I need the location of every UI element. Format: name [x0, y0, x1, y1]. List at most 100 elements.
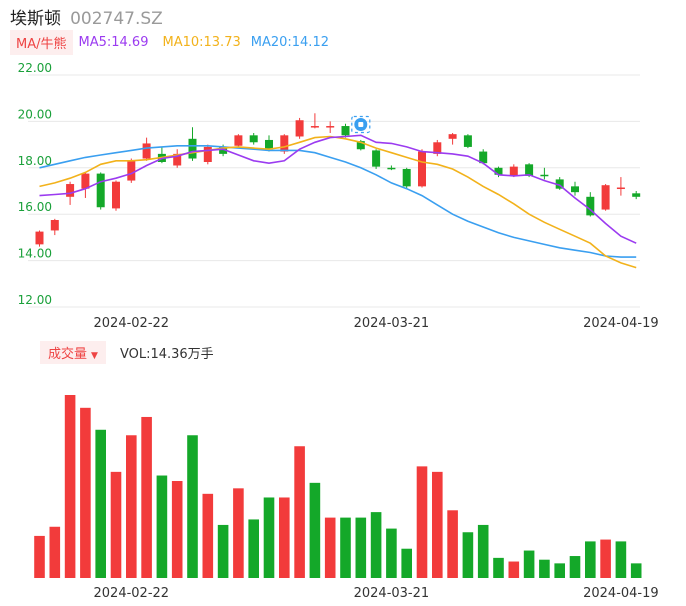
- volume-bar: [233, 488, 244, 578]
- candle: [402, 167, 411, 189]
- volume-bar: [126, 435, 137, 578]
- marker-frame: [351, 115, 371, 134]
- volume-bar: [95, 429, 106, 578]
- stock-code: 002747.SZ: [70, 9, 163, 29]
- shield-badge-icon: [351, 115, 371, 134]
- volume-value: VOL:14.36万手: [119, 346, 214, 362]
- candle-body: [372, 150, 381, 167]
- candle: [35, 230, 44, 247]
- price-candlestick-chart[interactable]: 22.00 20.00 18.00 16.00 14.00 12.00 2024-02-22…: [0, 0, 686, 340]
- volume-bar: [523, 550, 535, 578]
- volume-bar: [615, 541, 627, 578]
- candle: [509, 164, 518, 178]
- volume-bar: [447, 510, 458, 578]
- candle-body: [280, 135, 289, 152]
- candle: [418, 149, 426, 188]
- candle-body: [632, 193, 641, 197]
- ma5-label: MA5:14.69: [78, 34, 149, 50]
- x-tick-label: 2024-04-19: [583, 316, 659, 331]
- candle-body: [66, 184, 75, 197]
- candle: [81, 172, 90, 198]
- candle-body: [188, 138, 197, 159]
- y-tick-label: 18.00: [18, 154, 52, 168]
- ma10-line: [39, 135, 637, 269]
- volume-bar: [493, 557, 504, 578]
- candle: [142, 137, 151, 161]
- candle: [555, 177, 564, 190]
- candle: [157, 146, 166, 164]
- marker-glyph: [358, 122, 364, 127]
- volume-indicator-dropdown[interactable]: 成交量 ▼: [40, 340, 106, 364]
- candle: [310, 113, 319, 129]
- volume-bar: [202, 493, 214, 578]
- candle: [173, 149, 182, 168]
- ma-indicator-button[interactable]: MA/牛熊: [10, 29, 73, 55]
- volume-bar: [80, 407, 91, 578]
- y-tick-label: 12.00: [18, 293, 52, 307]
- candle-body: [173, 153, 182, 166]
- candle-body: [81, 173, 90, 189]
- ma20-label: MA20:14.12: [250, 34, 329, 50]
- candle-body: [310, 126, 319, 128]
- volume-bar: [401, 548, 412, 578]
- volume-x-tick-label: 2024-04-19: [583, 586, 659, 601]
- volume-bar: [432, 471, 443, 578]
- volume-x-tick-label: 2024-03-21: [354, 586, 430, 601]
- candle-body: [494, 167, 503, 175]
- candle-body: [463, 135, 472, 147]
- ma5-line: [39, 134, 637, 244]
- stock-name: 埃斯顿: [10, 9, 61, 29]
- volume-bar: [217, 524, 229, 578]
- candle-body: [448, 134, 457, 139]
- volume-bar: [279, 497, 290, 578]
- candle: [188, 127, 197, 161]
- candle: [295, 117, 304, 139]
- ma10-label: MA10:13.73: [162, 34, 241, 50]
- y-tick-label: 14.00: [18, 247, 52, 261]
- candle-body: [418, 151, 426, 187]
- volume-bar: [49, 526, 61, 578]
- candle: [50, 218, 59, 236]
- ma-legend: MA/牛熊 MA5:14.69 MA10:13.73 MA20:14.12: [10, 29, 329, 55]
- candle-body: [50, 220, 59, 231]
- candle: [341, 123, 350, 138]
- volume-bar: [462, 532, 474, 578]
- volume-bar: [340, 517, 351, 578]
- volume-bar: [416, 466, 428, 578]
- candle-body: [295, 120, 304, 137]
- volume-bar: [64, 395, 76, 578]
- candle: [632, 191, 641, 200]
- volume-indicator-label: 成交量: [48, 346, 88, 362]
- candle: [433, 139, 442, 157]
- volume-bar: [324, 517, 336, 578]
- candle: [540, 167, 549, 180]
- volume-bar: [294, 446, 305, 578]
- volume-bar: [554, 563, 565, 578]
- volume-bar: [263, 497, 275, 578]
- candle-body: [571, 186, 579, 193]
- candle: [616, 177, 625, 196]
- y-tick-label: 20.00: [18, 107, 52, 121]
- candle: [326, 121, 335, 133]
- caret-down-icon: ▼: [91, 350, 98, 361]
- volume-bar: [187, 435, 198, 578]
- candle-body: [326, 126, 335, 128]
- candle-body: [249, 135, 258, 143]
- volume-bar: [386, 528, 397, 578]
- candle: [463, 134, 472, 149]
- candle-body: [203, 146, 212, 162]
- candle-body: [433, 142, 442, 154]
- volume-x-tick-label: 2024-02-22: [94, 586, 170, 601]
- candle-body: [555, 179, 564, 189]
- stock-title: 埃斯顿 002747.SZ: [10, 4, 163, 29]
- volume-bar: [141, 416, 152, 578]
- volume-bar: [34, 535, 45, 578]
- candle-body: [341, 126, 350, 136]
- candle-body: [142, 143, 151, 159]
- candle: [112, 180, 120, 211]
- candle-body: [265, 139, 273, 150]
- volume-bar: [171, 481, 183, 578]
- candle: [601, 184, 610, 211]
- candle-body: [35, 231, 44, 245]
- candle-body: [479, 151, 488, 164]
